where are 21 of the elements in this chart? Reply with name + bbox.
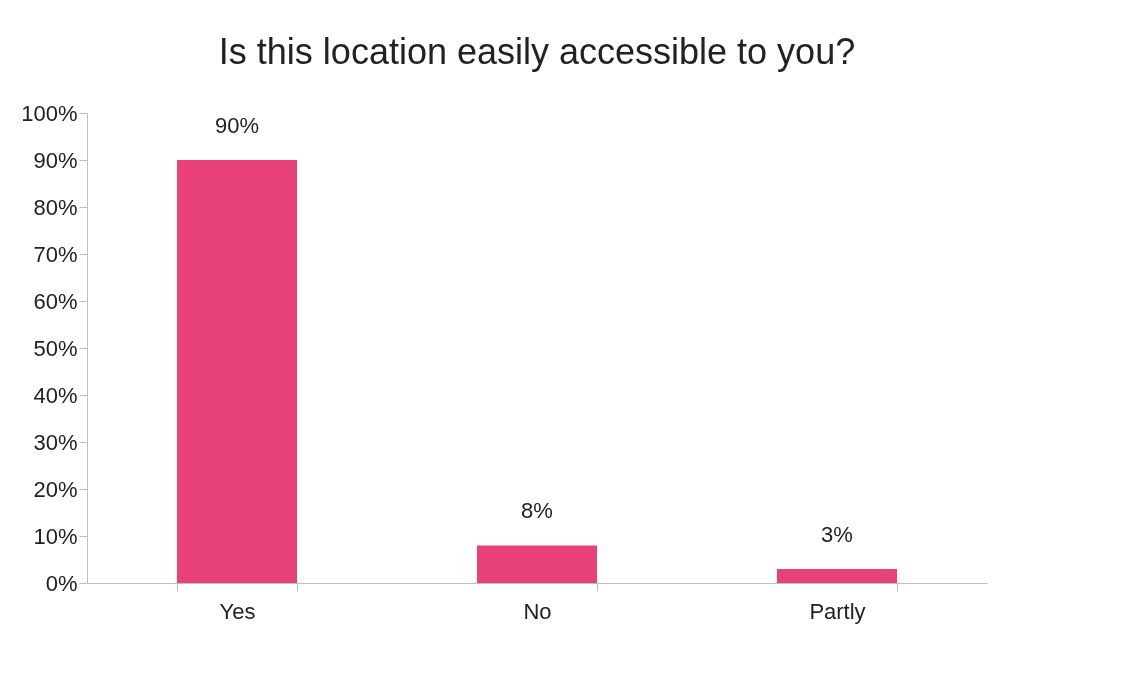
y-tick-label: 30%: [33, 429, 78, 455]
x-tick-label: No: [523, 598, 552, 624]
data-label: 3%: [821, 521, 853, 547]
y-tick-label: 100%: [21, 100, 78, 126]
x-tick-label: Yes: [219, 598, 256, 624]
x-tick-label: Partly: [809, 598, 866, 624]
bar: [177, 160, 297, 583]
y-tick-label: 80%: [33, 194, 78, 220]
y-tick-label: 70%: [33, 241, 78, 267]
data-label: 90%: [214, 113, 260, 138]
y-tick-label: 90%: [33, 147, 78, 173]
y-tick-label: 50%: [33, 335, 78, 361]
y-tick-label: 0%: [45, 570, 78, 596]
bar: [477, 545, 597, 583]
data-label: 8%: [521, 498, 553, 524]
y-tick-label: 60%: [33, 288, 78, 314]
y-tick-label: 40%: [33, 382, 78, 408]
chart-title: Is this location easily accessible to you?: [218, 31, 856, 72]
y-tick-label: 20%: [33, 476, 78, 502]
bar: [777, 568, 897, 583]
y-tick-label: 10%: [33, 523, 78, 549]
